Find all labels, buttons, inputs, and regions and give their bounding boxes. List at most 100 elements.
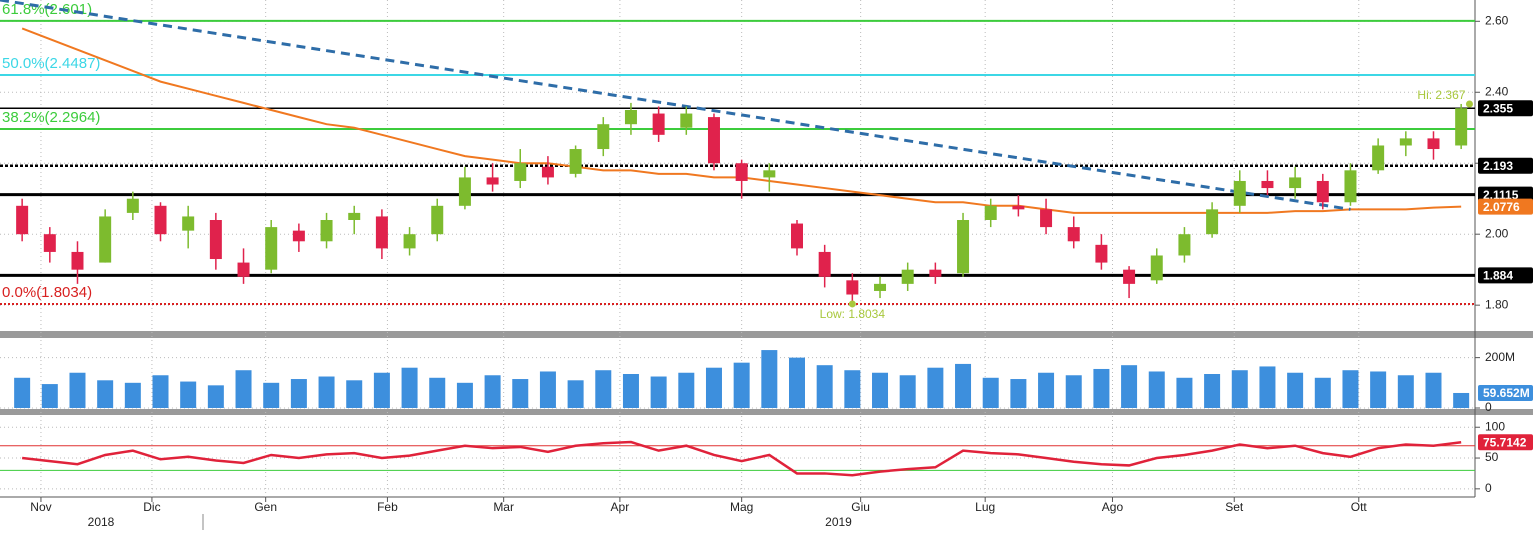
- volume-bar: [872, 372, 889, 408]
- candle-body: [874, 283, 887, 291]
- value-pill: [1478, 267, 1533, 284]
- value-pill: [1478, 157, 1533, 174]
- volume-bar: [1314, 377, 1331, 408]
- candle-body: [1344, 170, 1357, 203]
- candle-body: [375, 216, 388, 249]
- candle-body: [1372, 145, 1385, 171]
- annotation-point: [1465, 100, 1473, 108]
- volume-bar: [1397, 375, 1414, 408]
- x-tick-label: Feb: [377, 500, 398, 514]
- candle-body: [209, 220, 222, 260]
- volume-bar: [14, 377, 31, 408]
- volume-bar: [484, 375, 501, 408]
- y-tick-label: 1.80: [1485, 297, 1509, 311]
- volume-bar: [1342, 370, 1359, 408]
- volume-bar: [235, 370, 252, 408]
- x-tick-label: Ott: [1351, 500, 1368, 514]
- fib-label: 50.0%(2.4487): [2, 55, 100, 72]
- volume-bar: [1453, 392, 1470, 408]
- volume-bar: [1065, 375, 1082, 408]
- x-tick-label: Lug: [975, 500, 995, 514]
- fib-label: 0.0%(1.8034): [2, 284, 92, 301]
- value-pill-label: 2.193: [1483, 159, 1513, 173]
- volume-bar: [124, 382, 141, 408]
- candle-body: [265, 227, 278, 270]
- candle-body: [71, 251, 84, 270]
- volume-bar: [705, 367, 722, 408]
- value-pill-label: 2.1115: [1483, 188, 1519, 202]
- value-pill: [1478, 198, 1533, 215]
- candle-body: [16, 205, 29, 235]
- candle-body: [1261, 180, 1274, 189]
- x-tick-label: Nov: [30, 500, 51, 514]
- candle-body: [1206, 209, 1219, 235]
- value-pill-label: 1.884: [1483, 269, 1513, 283]
- candle-body: [1012, 205, 1025, 210]
- volume-bar: [955, 363, 972, 408]
- candle-body: [1399, 138, 1412, 146]
- volume-bar: [678, 372, 695, 408]
- volume-bar: [1259, 366, 1276, 408]
- volume-bar: [1425, 372, 1442, 408]
- annotation: Low: 1.8034: [820, 307, 886, 321]
- candle-body: [680, 113, 693, 128]
- candle-body: [154, 205, 167, 235]
- panel-divider: [0, 331, 1533, 338]
- candle-body: [735, 163, 748, 181]
- candle-body: [431, 205, 444, 235]
- x-tick-label: Mag: [730, 500, 753, 514]
- volume-bar: [816, 365, 833, 408]
- y-tick-label: 2.60: [1485, 13, 1509, 27]
- volume-bar: [1370, 371, 1387, 408]
- fib-label: 61.8%(2.601): [2, 1, 92, 18]
- candle-body: [126, 198, 139, 213]
- volume-bar: [152, 375, 169, 408]
- volume-bar: [456, 382, 473, 408]
- annotation-point: [848, 300, 856, 308]
- candle-body: [652, 113, 665, 135]
- candle-body: [707, 117, 720, 164]
- candle-body: [541, 166, 554, 178]
- volume-bar: [1121, 365, 1138, 408]
- value-pill-label: 2.0776: [1483, 200, 1520, 214]
- trendline: [0, 0, 1351, 211]
- candle-body: [458, 177, 471, 206]
- candle-body: [1316, 180, 1329, 203]
- candle-body: [1150, 255, 1163, 281]
- candle-body: [901, 269, 914, 284]
- candle-body: [403, 234, 416, 249]
- panel-divider: [0, 409, 1533, 415]
- candle-body: [957, 220, 970, 274]
- volume-bar: [1148, 371, 1165, 408]
- volume-bar: [290, 379, 307, 408]
- volume-bar: [595, 370, 612, 408]
- candle-body: [486, 177, 499, 185]
- x-tick-label: Dic: [143, 500, 160, 514]
- volume-bar: [899, 375, 916, 408]
- candle-body: [846, 280, 859, 295]
- candle-body: [1040, 209, 1053, 228]
- candle-body: [1289, 177, 1302, 189]
- volume-bar: [927, 367, 944, 408]
- value-pill-label: 75.7142: [1483, 435, 1527, 449]
- volume-bar: [41, 384, 58, 408]
- candle-body: [99, 216, 112, 263]
- candle-body: [1067, 227, 1080, 242]
- candle-body: [984, 205, 997, 220]
- volume-bar: [622, 374, 639, 408]
- volume-bar: [1093, 368, 1110, 408]
- y-tick-label: 2.00: [1485, 226, 1509, 240]
- candle-body: [292, 230, 305, 242]
- volume-bar: [844, 370, 861, 408]
- candle-body: [790, 223, 803, 249]
- value-pill: [1478, 384, 1533, 401]
- volume-bar: [761, 350, 778, 408]
- candle-body: [182, 216, 195, 231]
- volume-bar: [788, 357, 805, 408]
- volume-bar: [567, 380, 584, 408]
- y-tick-label: 50: [1485, 450, 1499, 464]
- volume-bar: [429, 377, 446, 408]
- candle-body: [818, 251, 831, 277]
- value-pill-label: 2.355: [1483, 101, 1513, 115]
